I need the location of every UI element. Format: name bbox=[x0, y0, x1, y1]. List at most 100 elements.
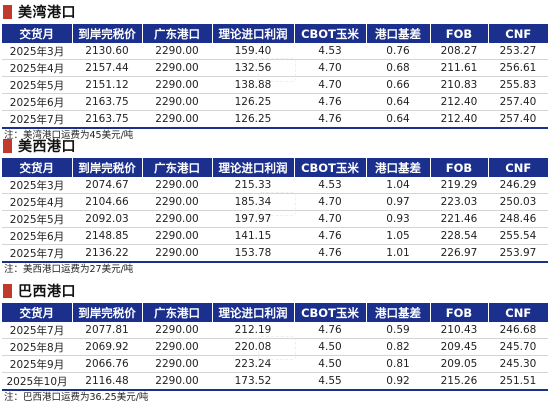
table-cell: 223.03 bbox=[430, 193, 488, 211]
table-cell: 1.04 bbox=[366, 177, 430, 194]
freight-note: 注：美西港口运费为27美元/吨 bbox=[4, 264, 134, 275]
section-marker-icon bbox=[3, 284, 12, 298]
table-row: 2025年3月 2074.67 2290.00 215.33 4.53 1.04 219.2… bbox=[2, 177, 548, 194]
table-cell: 153.78 bbox=[212, 244, 294, 263]
table-cell: 246.68 bbox=[488, 322, 548, 339]
table-cell: 2136.22 bbox=[72, 244, 142, 263]
table-row: 2025年7月 2163.75 2290.00 126.25 4.76 0.64 212.4… bbox=[2, 110, 548, 129]
column-header: 交货月 bbox=[2, 24, 73, 43]
table-cell: 2290.00 bbox=[142, 93, 212, 111]
section-title: 巴西港口 bbox=[18, 284, 76, 300]
table-cell: 2290.00 bbox=[142, 43, 212, 60]
column-header: 到岸完税价 bbox=[72, 303, 143, 322]
table-cell: 209.45 bbox=[430, 338, 488, 356]
table-cell: 4.70 bbox=[294, 210, 366, 228]
table-header-row: 交货月 到岸完税价 广东港口 理论进口利润 CBOT玉米 港口基差 FOB CNF bbox=[2, 303, 548, 322]
table-cell: 0.97 bbox=[366, 193, 430, 211]
column-header: FOB bbox=[430, 24, 489, 43]
table-cell: 251.51 bbox=[488, 372, 548, 391]
table-cell: 2290.00 bbox=[142, 372, 212, 391]
table-cell: 4.70 bbox=[294, 193, 366, 211]
table-cell: 2290.00 bbox=[142, 322, 212, 339]
table-row: 2025年6月 2148.85 2290.00 141.15 4.76 1.05 228.5… bbox=[2, 227, 548, 245]
table-cell: 210.43 bbox=[430, 322, 488, 339]
table-cell: 211.61 bbox=[430, 59, 488, 77]
table-row: 2025年8月 2069.92 2290.00 220.08 4.50 0.82 209.4… bbox=[2, 338, 548, 356]
table-cell: 1.01 bbox=[366, 244, 430, 263]
column-header: FOB bbox=[430, 303, 489, 322]
table-cell: 4.76 bbox=[294, 227, 366, 245]
section-header: 巴西港口 bbox=[0, 279, 550, 303]
table-cell: 132.56 bbox=[212, 59, 294, 77]
table-row: 2025年5月 2151.12 2290.00 138.88 4.70 0.66 210.8… bbox=[2, 76, 548, 94]
table-cell: 257.40 bbox=[488, 93, 548, 111]
table-cell: 219.29 bbox=[430, 177, 488, 194]
table-cell: 4.70 bbox=[294, 59, 366, 77]
table-cell: 253.27 bbox=[488, 43, 548, 60]
table-cell: 2025年5月 bbox=[2, 210, 72, 228]
table-cell: 228.54 bbox=[430, 227, 488, 245]
section-marker-icon bbox=[3, 139, 12, 153]
table-cell: 212.40 bbox=[430, 93, 488, 111]
table-cell: 209.05 bbox=[430, 355, 488, 373]
table-cell: 2074.67 bbox=[72, 177, 142, 194]
table-cell: 0.92 bbox=[366, 372, 430, 391]
table-cell: 2025年7月 bbox=[2, 110, 72, 129]
table-cell: 4.76 bbox=[294, 110, 366, 129]
table-cell: 248.46 bbox=[488, 210, 548, 228]
table-cell: 4.76 bbox=[294, 244, 366, 263]
table-cell: 245.30 bbox=[488, 355, 548, 373]
column-header: 广东港口 bbox=[142, 303, 213, 322]
table-cell: 255.83 bbox=[488, 76, 548, 94]
table-cell: 126.25 bbox=[212, 110, 294, 129]
table-cell: 2290.00 bbox=[142, 210, 212, 228]
table-cell: 2290.00 bbox=[142, 244, 212, 263]
table-cell: 4.55 bbox=[294, 372, 366, 391]
section-brazil: 巴西港口 交货月 到岸完税价 广东港口 理论进口利润 CBOT玉米 港口基差 FOB CNF … bbox=[0, 279, 550, 405]
section-marker-icon bbox=[3, 5, 12, 19]
table-cell: 221.46 bbox=[430, 210, 488, 228]
table-cell: 215.33 bbox=[212, 177, 294, 194]
table-cell: 2157.44 bbox=[72, 59, 142, 77]
column-header: CBOT玉米 bbox=[294, 303, 367, 322]
table-cell: 0.66 bbox=[366, 76, 430, 94]
table-cell: 4.53 bbox=[294, 43, 366, 60]
table-cell: 2290.00 bbox=[142, 227, 212, 245]
table-cell: 255.54 bbox=[488, 227, 548, 245]
table-cell: 215.26 bbox=[430, 372, 488, 391]
table-row: 2025年3月 2130.60 2290.00 159.40 4.53 0.76 208.2… bbox=[2, 43, 548, 60]
table-cell: 2025年7月 bbox=[2, 322, 72, 339]
table-cell: 2066.76 bbox=[72, 355, 142, 373]
column-header: 理论进口利润 bbox=[212, 158, 295, 177]
section-title: 美湾港口 bbox=[18, 5, 76, 21]
table-cell: 2092.03 bbox=[72, 210, 142, 228]
table-cell: 246.29 bbox=[488, 177, 548, 194]
table-cell: 4.50 bbox=[294, 338, 366, 356]
price-table: 交货月 到岸完税价 广东港口 理论进口利润 CBOT玉米 港口基差 FOB CNF 2025年… bbox=[2, 24, 548, 129]
table-cell: 2290.00 bbox=[142, 177, 212, 194]
table-cell: 2104.66 bbox=[72, 193, 142, 211]
watermark-icon bbox=[258, 192, 296, 216]
table-row: 2025年4月 2104.66 2290.00 185.34 4.70 0.97 223.0… bbox=[2, 193, 548, 211]
table-cell: 0.64 bbox=[366, 110, 430, 129]
table-row: 2025年7月 2077.81 2290.00 212.19 4.76 0.59 210.4… bbox=[2, 322, 548, 339]
table-cell: 250.03 bbox=[488, 193, 548, 211]
table-cell: 4.76 bbox=[294, 93, 366, 111]
table-cell: 173.52 bbox=[212, 372, 294, 391]
column-header: 理论进口利润 bbox=[212, 303, 295, 322]
table-row: 2025年4月 2157.44 2290.00 132.56 4.70 0.68 211.6… bbox=[2, 59, 548, 77]
freight-note: 注：美湾港口运费为45美元/吨 bbox=[4, 130, 134, 141]
column-header: CNF bbox=[488, 158, 548, 177]
table-cell: 2130.60 bbox=[72, 43, 142, 60]
table-cell: 2290.00 bbox=[142, 355, 212, 373]
table-cell: 226.97 bbox=[430, 244, 488, 263]
column-header: 港口基差 bbox=[366, 24, 431, 43]
table-cell: 185.34 bbox=[212, 193, 294, 211]
freight-note: 注：巴西港口运费为36.25美元/吨 bbox=[4, 392, 149, 403]
section-us-west: 美西港口 交货月 到岸完税价 广东港口 理论进口利润 CBOT玉米 港口基差 FOB CNF … bbox=[0, 134, 550, 277]
column-header: 到岸完税价 bbox=[72, 158, 143, 177]
column-header: 港口基差 bbox=[366, 303, 431, 322]
section-header: 美西港口 bbox=[0, 134, 550, 158]
table-header-row: 交货月 到岸完税价 广东港口 理论进口利润 CBOT玉米 港口基差 FOB CNF bbox=[2, 158, 548, 177]
table-row: 2025年9月 2066.76 2290.00 223.24 4.50 0.81 209.0… bbox=[2, 355, 548, 373]
